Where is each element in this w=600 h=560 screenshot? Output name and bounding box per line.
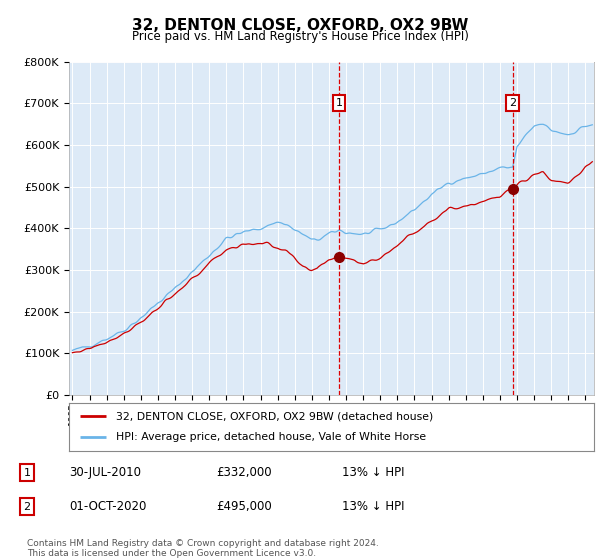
Text: 32, DENTON CLOSE, OXFORD, OX2 9BW: 32, DENTON CLOSE, OXFORD, OX2 9BW <box>132 18 468 33</box>
Text: 13% ↓ HPI: 13% ↓ HPI <box>342 466 404 479</box>
Text: £332,000: £332,000 <box>216 466 272 479</box>
Text: 1: 1 <box>23 468 31 478</box>
Text: 01-OCT-2020: 01-OCT-2020 <box>69 500 146 513</box>
Text: £495,000: £495,000 <box>216 500 272 513</box>
Text: 1: 1 <box>335 98 343 108</box>
Text: 30-JUL-2010: 30-JUL-2010 <box>69 466 141 479</box>
Text: 32, DENTON CLOSE, OXFORD, OX2 9BW (detached house): 32, DENTON CLOSE, OXFORD, OX2 9BW (detac… <box>116 411 433 421</box>
Text: 13% ↓ HPI: 13% ↓ HPI <box>342 500 404 513</box>
Text: Price paid vs. HM Land Registry's House Price Index (HPI): Price paid vs. HM Land Registry's House … <box>131 30 469 43</box>
Text: HPI: Average price, detached house, Vale of White Horse: HPI: Average price, detached house, Vale… <box>116 432 427 442</box>
Text: 2: 2 <box>509 98 517 108</box>
Text: Contains HM Land Registry data © Crown copyright and database right 2024.
This d: Contains HM Land Registry data © Crown c… <box>27 539 379 558</box>
Text: 2: 2 <box>23 502 31 511</box>
